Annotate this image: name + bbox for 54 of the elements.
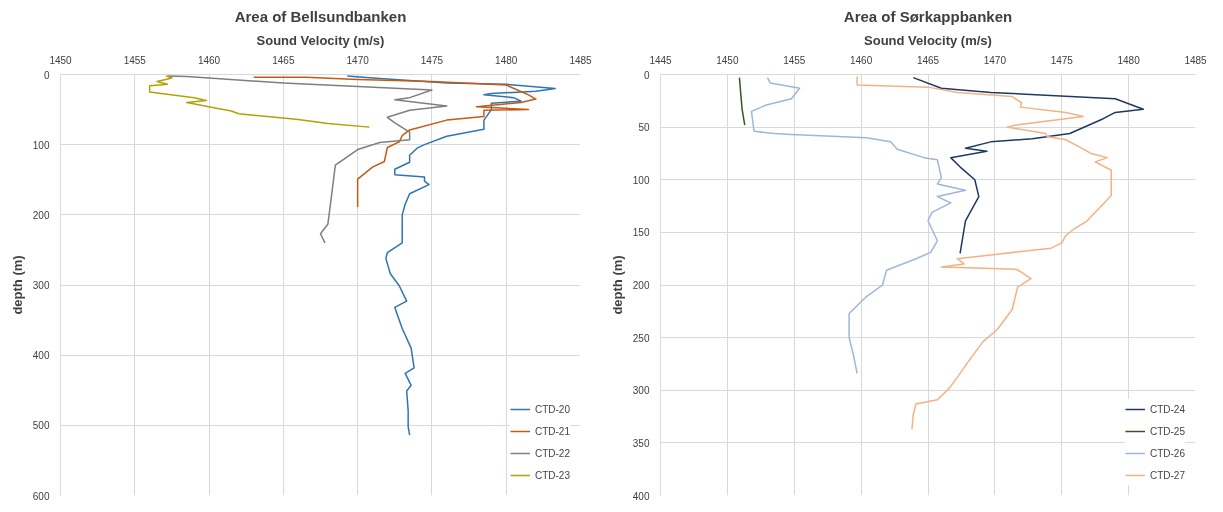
- y-tick-label: 600: [32, 490, 50, 502]
- legend-label: CTD-20: [534, 403, 570, 415]
- x-tick-label: 1480: [495, 54, 518, 66]
- y-tick-label: 400: [632, 490, 650, 502]
- line-series: [912, 76, 1145, 255]
- legend-label: CTD-24: [1149, 403, 1185, 415]
- y-tick-label: 0: [43, 69, 50, 81]
- legend-label: CTD-25: [1149, 425, 1185, 437]
- x-tick-label: 1450: [716, 54, 739, 66]
- chart-title: Area of Sørkappbanken: [843, 7, 1013, 25]
- y-tick-label: 100: [632, 174, 650, 186]
- y-tick-label: 0: [643, 69, 650, 81]
- x-tick-label: 1470: [346, 54, 370, 66]
- line-series: [252, 76, 537, 208]
- x-tick-label: 1475: [1050, 54, 1074, 66]
- x-axis-title: Sound Velocity (m/s): [256, 32, 385, 48]
- x-tick-label: 1455: [783, 54, 806, 66]
- x-tick-label: 1445: [649, 54, 673, 66]
- y-tick-label: 500: [32, 420, 50, 432]
- y-tick-label: 200: [632, 280, 650, 291]
- y-tick-label: 300: [32, 280, 50, 291]
- y-tick-label: 200: [32, 209, 50, 221]
- line-series: [738, 76, 746, 126]
- line-series: [856, 75, 1112, 430]
- x-tick-label: 1455: [123, 54, 147, 66]
- legend-label: CTD-27: [1149, 469, 1185, 481]
- legend-label: CTD-26: [1149, 447, 1185, 459]
- x-tick-label: 1465: [272, 54, 295, 66]
- y-tick-label: 300: [632, 385, 650, 397]
- x-tick-label: 1480: [1117, 54, 1141, 66]
- line-series: [148, 75, 371, 128]
- legend-label: CTD-23: [534, 469, 570, 481]
- y-tick-label: 400: [32, 350, 50, 362]
- x-tick-label: 1485: [569, 54, 593, 66]
- x-tick-label: 1450: [49, 54, 73, 66]
- y-axis-title: depth (m): [9, 255, 25, 315]
- x-tick-label: 1470: [983, 54, 1007, 66]
- x-tick-label: 1475: [420, 54, 444, 66]
- x-tick-label: 1460: [197, 54, 221, 66]
- x-tick-label: 1465: [916, 54, 940, 66]
- legend-label: CTD-21: [534, 425, 570, 437]
- y-axis-title: depth (m): [609, 255, 625, 315]
- legend-label: CTD-22: [534, 447, 570, 459]
- y-tick-label: 100: [32, 139, 50, 151]
- x-tick-label: 1460: [850, 54, 873, 66]
- y-tick-label: 350: [632, 437, 650, 449]
- y-tick-label: 250: [632, 332, 650, 344]
- y-tick-label: 150: [632, 227, 650, 239]
- x-tick-label: 1485: [1184, 54, 1208, 66]
- y-tick-label: 50: [638, 122, 650, 134]
- line-series: [750, 76, 967, 375]
- line-series: [166, 75, 448, 244]
- chart-title: Area of Bellsundbanken: [234, 7, 407, 25]
- x-axis-title: Sound Velocity (m/s): [864, 32, 992, 48]
